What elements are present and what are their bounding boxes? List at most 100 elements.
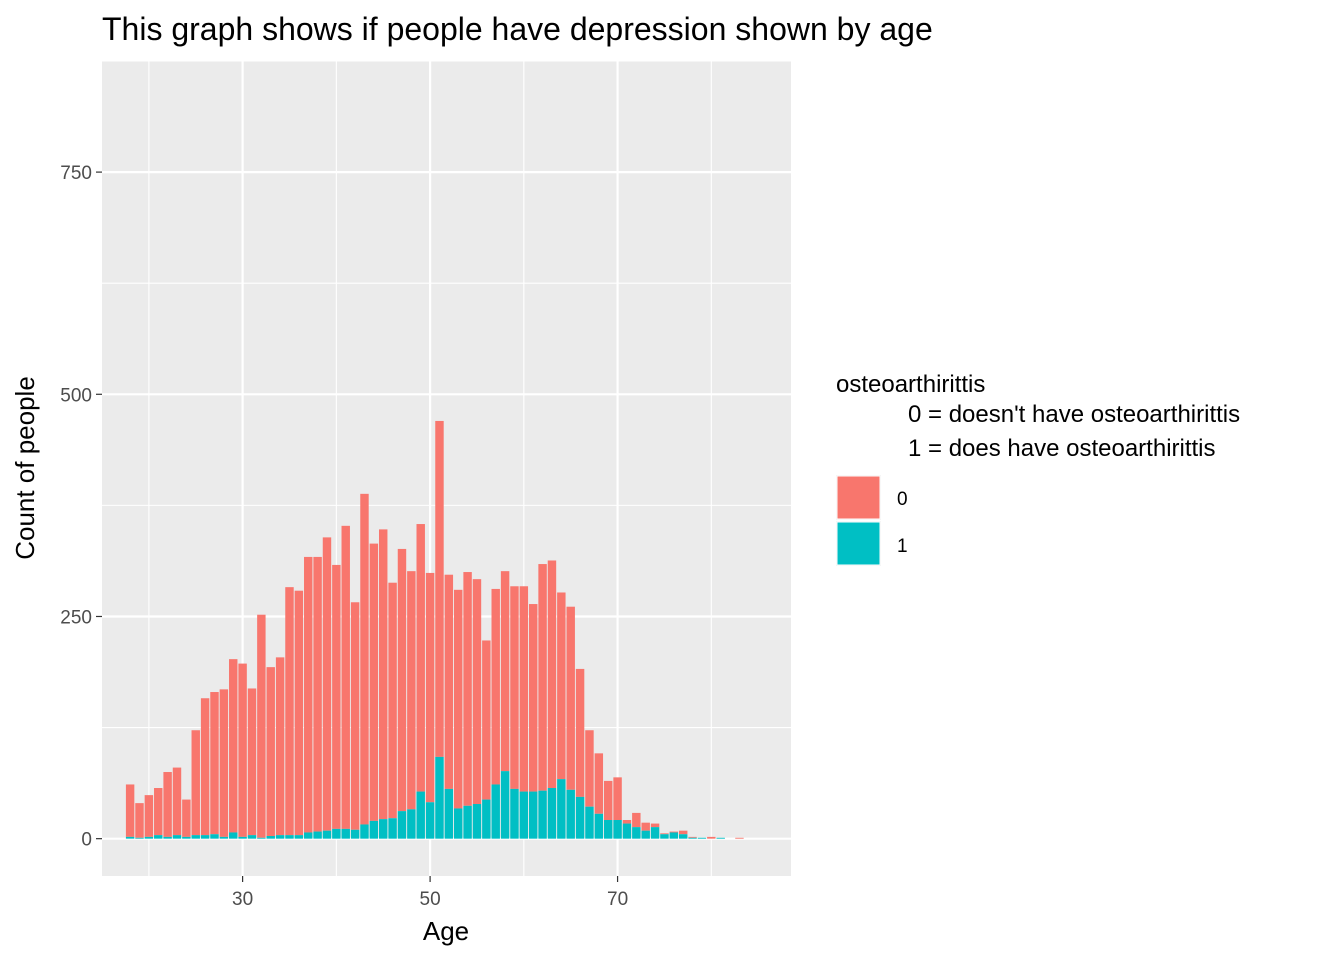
bar-0-age-40 xyxy=(332,564,341,829)
bar-0-age-49 xyxy=(416,524,425,792)
bar-1-age-72 xyxy=(632,827,641,839)
bar-1-age-61 xyxy=(528,791,538,839)
bar-0-age-80 xyxy=(707,836,716,839)
bar-1-age-38 xyxy=(313,831,322,839)
bar-0-age-32 xyxy=(257,614,266,838)
bar-1-age-50 xyxy=(425,802,435,839)
bar-1-age-32 xyxy=(257,837,266,839)
bar-1-age-65 xyxy=(566,789,575,839)
legend-swatch-0 xyxy=(836,475,881,520)
bar-0-age-47 xyxy=(397,548,407,812)
bar-0-age-26 xyxy=(200,698,210,836)
bar-0-age-83 xyxy=(735,837,744,839)
bar-0-age-69 xyxy=(603,780,613,821)
bar-1-age-64 xyxy=(557,779,566,839)
bar-0-age-42 xyxy=(350,602,360,830)
legend-label-0: 0 xyxy=(897,489,908,510)
bar-0-age-61 xyxy=(528,604,538,792)
bar-0-age-78 xyxy=(688,836,697,838)
bar-0-age-24 xyxy=(182,799,191,837)
bar-0-age-30 xyxy=(238,663,247,837)
legend: osteoarthirittis 0 = doesn't have osteoa… xyxy=(836,371,1240,566)
y-axis-title: Count of people xyxy=(10,376,40,560)
bar-0-age-73 xyxy=(641,822,650,831)
bar-0-age-54 xyxy=(463,572,472,806)
bar-1-age-74 xyxy=(650,827,660,839)
bar-1-age-70 xyxy=(613,820,622,839)
x-tick-label-1: 50 xyxy=(420,889,441,910)
bar-1-age-73 xyxy=(641,830,650,839)
bar-1-age-28 xyxy=(219,836,229,839)
bar-1-age-52 xyxy=(444,788,454,839)
bar-0-age-58 xyxy=(500,571,510,772)
bar-0-age-19 xyxy=(135,803,144,838)
bars xyxy=(125,420,744,839)
bar-0-age-56 xyxy=(482,640,491,800)
bar-0-age-39 xyxy=(322,537,332,831)
bar-1-age-54 xyxy=(463,805,472,839)
bar-1-age-24 xyxy=(182,836,191,839)
bar-1-age-55 xyxy=(472,804,482,839)
bar-1-age-21 xyxy=(154,835,163,839)
bar-0-age-37 xyxy=(304,556,313,833)
bar-1-age-40 xyxy=(332,828,341,839)
bar-0-age-27 xyxy=(210,692,219,835)
bar-1-age-41 xyxy=(341,828,350,839)
bar-0-age-52 xyxy=(444,574,454,789)
chart-title: This graph shows if people have depressi… xyxy=(102,11,933,47)
bar-1-age-43 xyxy=(360,824,369,839)
y-tick-label-1: 250 xyxy=(60,607,92,628)
bar-0-age-34 xyxy=(275,657,285,836)
bar-1-age-53 xyxy=(453,808,463,839)
bar-0-age-48 xyxy=(407,571,416,810)
bar-0-age-35 xyxy=(285,587,294,836)
bar-0-age-43 xyxy=(360,493,369,825)
y-tick-label-0: 0 xyxy=(81,830,92,851)
bar-1-age-67 xyxy=(585,806,594,839)
bar-1-age-35 xyxy=(285,835,294,839)
bar-0-age-65 xyxy=(566,606,575,790)
bar-1-age-33 xyxy=(266,836,275,839)
bar-0-age-63 xyxy=(547,560,557,789)
bar-1-age-68 xyxy=(594,813,604,839)
bar-1-age-23 xyxy=(172,835,182,839)
grid-minor xyxy=(102,60,791,876)
x-tick-label-2: 70 xyxy=(607,889,628,910)
bar-0-age-62 xyxy=(538,564,547,791)
bar-0-age-53 xyxy=(453,589,463,809)
bar-1-age-66 xyxy=(575,796,585,839)
bar-0-age-64 xyxy=(557,592,566,780)
bar-0-age-71 xyxy=(622,820,632,824)
bar-0-age-28 xyxy=(219,689,229,837)
y-tick-label-2: 500 xyxy=(60,385,92,406)
bar-1-age-19 xyxy=(135,837,144,839)
bar-1-age-62 xyxy=(538,790,547,839)
bar-0-age-50 xyxy=(425,572,435,803)
bar-0-age-66 xyxy=(575,668,585,797)
bar-0-age-60 xyxy=(519,586,529,792)
bar-0-age-23 xyxy=(172,767,182,836)
bar-1-age-57 xyxy=(491,784,500,839)
bar-1-age-81 xyxy=(716,837,725,839)
bar-1-age-30 xyxy=(238,836,247,839)
bar-0-age-20 xyxy=(144,795,154,837)
bar-1-age-22 xyxy=(163,836,172,839)
bar-1-age-48 xyxy=(407,809,416,839)
bar-0-age-75 xyxy=(660,833,669,835)
bar-1-age-77 xyxy=(678,834,688,839)
bar-1-age-25 xyxy=(191,835,200,839)
bar-0-age-77 xyxy=(678,830,688,835)
bar-0-age-21 xyxy=(154,788,163,836)
bar-0-age-51 xyxy=(435,420,444,757)
bar-0-age-67 xyxy=(585,730,594,807)
legend-label-1: 1 xyxy=(897,536,908,557)
bar-0-age-25 xyxy=(191,730,200,836)
bar-1-age-36 xyxy=(294,835,304,839)
bar-1-age-26 xyxy=(200,835,210,839)
x-axis: 30 50 70 xyxy=(232,876,628,910)
bar-0-age-18 xyxy=(125,784,135,837)
bar-1-age-78 xyxy=(688,837,697,839)
bar-0-age-22 xyxy=(163,772,172,837)
bar-0-age-59 xyxy=(510,586,519,789)
